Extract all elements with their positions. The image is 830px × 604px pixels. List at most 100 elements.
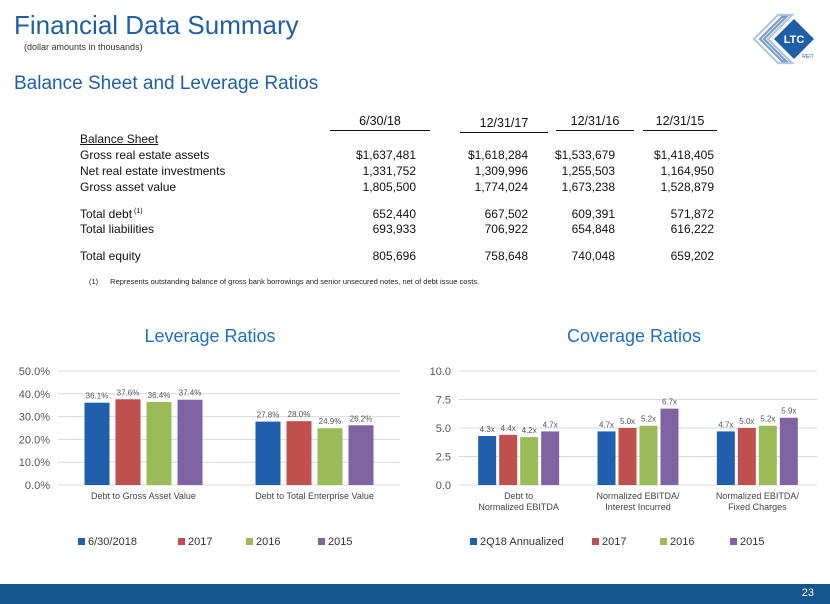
table-cell: 1,774,024 (474, 180, 528, 194)
category-label: Normalized EBITDA (478, 502, 559, 512)
table-cell: $1,637,481 (355, 148, 416, 162)
y-tick-label: 30.0% (19, 412, 50, 424)
page-subtitle: (dollar amounts in thousands) (24, 42, 143, 52)
data-label: 26.2% (350, 414, 373, 423)
bar (115, 399, 141, 485)
legend-swatch (730, 538, 737, 545)
leverage-chart-title: Leverage Ratios (144, 326, 276, 346)
table-heading: Balance Sheet (80, 132, 159, 146)
row-label-text: Total debt (80, 207, 133, 221)
bar (478, 435, 497, 485)
section-title: Balance Sheet and Leverage Ratios (14, 73, 319, 94)
table-cell: 1,805,500 (362, 180, 416, 194)
footnote-text: Represents outstanding balance of gross … (110, 277, 480, 286)
data-label: 28.0% (288, 410, 311, 419)
bar (618, 428, 637, 485)
data-label: 4.3x (480, 425, 495, 434)
bar (348, 425, 374, 485)
ltc-logo: LTC REIT (752, 13, 814, 65)
bar (541, 431, 560, 485)
col-header-2: 12/31/17 (460, 116, 548, 133)
y-tick-label: 0.0 (436, 480, 451, 492)
data-label: 37.6% (117, 388, 140, 397)
data-label: 4.2x (522, 426, 537, 435)
legend-label: 2Q18 Annualized (480, 536, 564, 548)
data-label: 5.0x (620, 417, 635, 426)
legend-label: 6/30/2018 (88, 536, 137, 548)
legend-swatch (592, 538, 599, 545)
table-cell: 1,309,996 (474, 164, 528, 178)
page-number: 23 (801, 587, 814, 599)
bar (286, 421, 312, 485)
table-cell: 609,391 (571, 207, 615, 221)
col-header-4: 12/31/15 (643, 114, 717, 131)
footnote: (1) Represents outstanding balance of gro… (89, 277, 479, 286)
bar (499, 434, 518, 485)
row-label: Net real estate investments (80, 164, 226, 178)
bar (255, 421, 281, 485)
bar (737, 428, 756, 485)
table-cell: 758,648 (484, 249, 528, 263)
legend-label: 2016 (256, 536, 280, 548)
bar (520, 437, 539, 485)
table-cell: 616,222 (670, 222, 714, 236)
logo-text: LTC (784, 34, 805, 46)
col-header-1: 6/30/18 (330, 114, 430, 131)
data-label: 4.7x (718, 420, 733, 429)
data-label: 37.4% (179, 389, 202, 398)
y-tick-label: 5.0 (436, 423, 451, 435)
table-cell: 740,048 (571, 249, 615, 263)
row-label: Total liabilities (80, 222, 155, 236)
data-label: 6.7x (662, 398, 677, 407)
legend-label: 2016 (670, 536, 694, 548)
legend-label: 2017 (602, 536, 626, 548)
data-label: 4.7x (543, 420, 558, 429)
table-cell: $1,618,284 (467, 148, 528, 162)
bar (177, 399, 203, 485)
table-cell: 667,502 (484, 207, 528, 221)
logo-diamond (774, 19, 814, 59)
legend-swatch (660, 538, 667, 545)
table-cell: 1,528,879 (660, 180, 714, 194)
legend-label: 2017 (188, 536, 212, 548)
legend-swatch (178, 538, 185, 545)
category-label: Normalized EBITDA/ (596, 491, 680, 501)
data-label: 4.4x (501, 424, 516, 433)
y-tick-label: 0.0% (25, 480, 50, 492)
data-label: 5.2x (641, 415, 656, 424)
y-tick-label: 40.0% (19, 389, 50, 401)
y-tick-label: 50.0% (19, 366, 50, 378)
footnote-marker: (1) (89, 277, 99, 286)
y-tick-label: 20.0% (19, 434, 50, 446)
data-label: 27.8% (257, 411, 280, 420)
category-label: Debt to Total Enterprise Value (255, 491, 374, 501)
logo-sub: REIT (802, 54, 813, 60)
col-header-3: 12/31/16 (556, 114, 634, 131)
bar (639, 425, 658, 485)
table-cell: 1,673,238 (561, 180, 615, 194)
data-label: 36.1% (86, 392, 109, 401)
table-cell: 1,331,752 (362, 164, 416, 178)
data-label: 5.0x (739, 417, 754, 426)
table-cell: 659,202 (670, 249, 714, 263)
leverage-ratios-chart: 0.0% 10.0% 20.0% 30.0% 40.0% 50.0% 36.1% 37.6% 3… (19, 366, 400, 548)
y-tick-label: 7.5 (436, 395, 451, 407)
data-label: 24.9% (319, 417, 342, 426)
bar (146, 402, 172, 485)
data-label: 5.2x (760, 415, 775, 424)
table-cell: 1,164,950 (660, 164, 714, 178)
row-label: Total equity (80, 249, 141, 263)
y-tick-label: 10.0 (430, 366, 451, 378)
table-cell: 652,440 (372, 207, 416, 221)
footnote-ref: (1) (134, 208, 143, 215)
data-label: 36.4% (148, 391, 171, 400)
bar (84, 402, 110, 485)
bar (317, 428, 343, 485)
legend-swatch (78, 538, 85, 545)
table-cell: 805,696 (372, 249, 416, 263)
table-cell: 1,255,503 (561, 164, 615, 178)
bar (660, 408, 679, 485)
y-tick-label: 10.0% (19, 457, 50, 469)
page-title: Financial Data Summary (14, 10, 299, 40)
